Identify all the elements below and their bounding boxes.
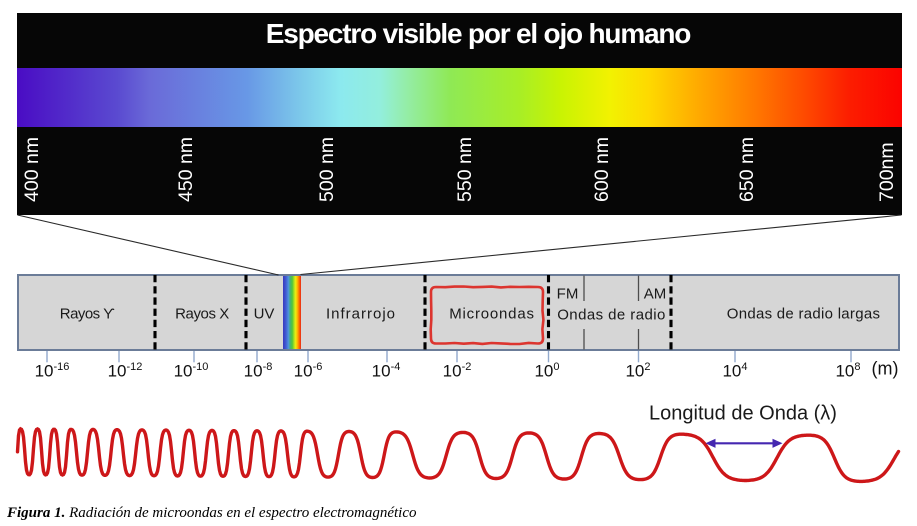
svg-text:450 nm: 450 nm [175, 137, 197, 202]
svg-text:500 nm: 500 nm [316, 137, 338, 202]
svg-text:650 nm: 650 nm [736, 137, 758, 202]
svg-text:700nm: 700nm [876, 142, 898, 202]
svg-text:400 nm: 400 nm [21, 137, 43, 202]
svg-text:600 nm: 600 nm [591, 137, 613, 202]
svg-text:550 nm: 550 nm [454, 137, 476, 202]
